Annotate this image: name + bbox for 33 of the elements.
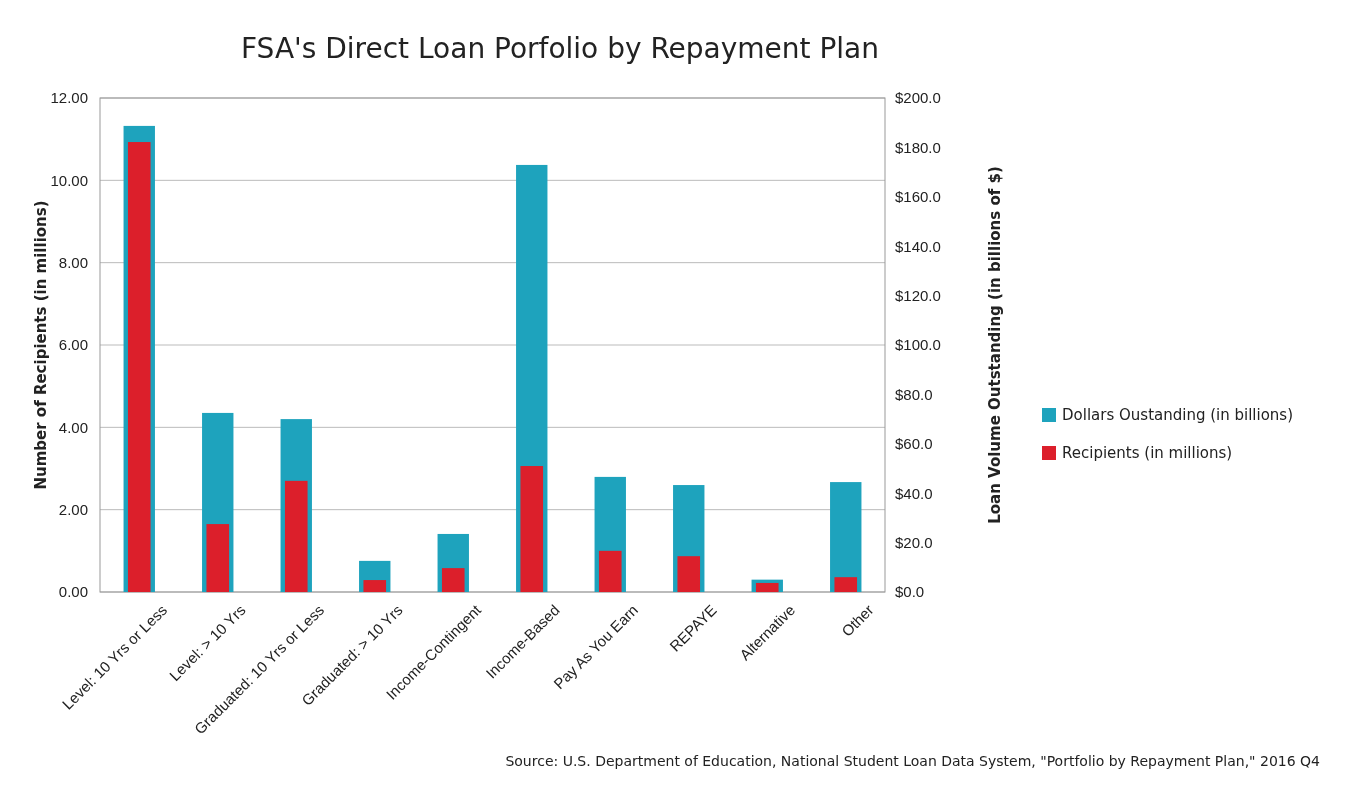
y2-tick-label: $80.0: [895, 385, 933, 403]
y-tick-label: 8.00: [58, 253, 88, 271]
y2-tick-label: $160.0: [895, 188, 941, 206]
bar: [598, 550, 622, 592]
source-note: Source: U.S. Department of Education, National Student Loan Data System, "Portfolio by Repayment Plan," 2016 Q4: [505, 753, 1321, 769]
bar: [284, 480, 308, 592]
y2-axis-title: Loan Volume Outstanding (in billions of $): [986, 166, 1004, 524]
legend-label: Recipients (in millions): [1062, 444, 1233, 462]
bar: [441, 568, 465, 592]
bar: [830, 482, 862, 592]
y2-tick-label: $200.0: [895, 89, 941, 107]
y2-tick-label: $60.0: [895, 435, 933, 453]
y-tick-label: 2.00: [58, 500, 88, 518]
y2-tick-label: $0.0: [895, 583, 925, 601]
y2-tick-label: $120.0: [895, 286, 941, 304]
y-tick-label: 12.00: [50, 89, 88, 107]
bar: [834, 577, 858, 592]
chart-title: FSA's Direct Loan Porfolio by Repayment Plan: [241, 32, 879, 65]
legend-label: Dollars Oustanding (in billions): [1062, 406, 1294, 424]
bar: [520, 466, 544, 592]
y-tick-label: 10.00: [50, 171, 88, 189]
y-axis-title: Number of Recipients (in millions): [32, 200, 50, 490]
y-tick-label: 0.00: [58, 583, 88, 601]
y-tick-label: 4.00: [58, 418, 88, 436]
y2-tick-label: $100.0: [895, 336, 941, 354]
y-tick-label: 6.00: [58, 336, 88, 354]
bar: [206, 524, 230, 592]
y2-tick-label: $140.0: [895, 237, 941, 255]
bar: [363, 580, 387, 592]
y2-tick-label: $40.0: [895, 484, 933, 502]
y2-tick-label: $180.0: [895, 138, 941, 156]
y2-tick-label: $20.0: [895, 533, 933, 551]
bar: [677, 556, 701, 592]
